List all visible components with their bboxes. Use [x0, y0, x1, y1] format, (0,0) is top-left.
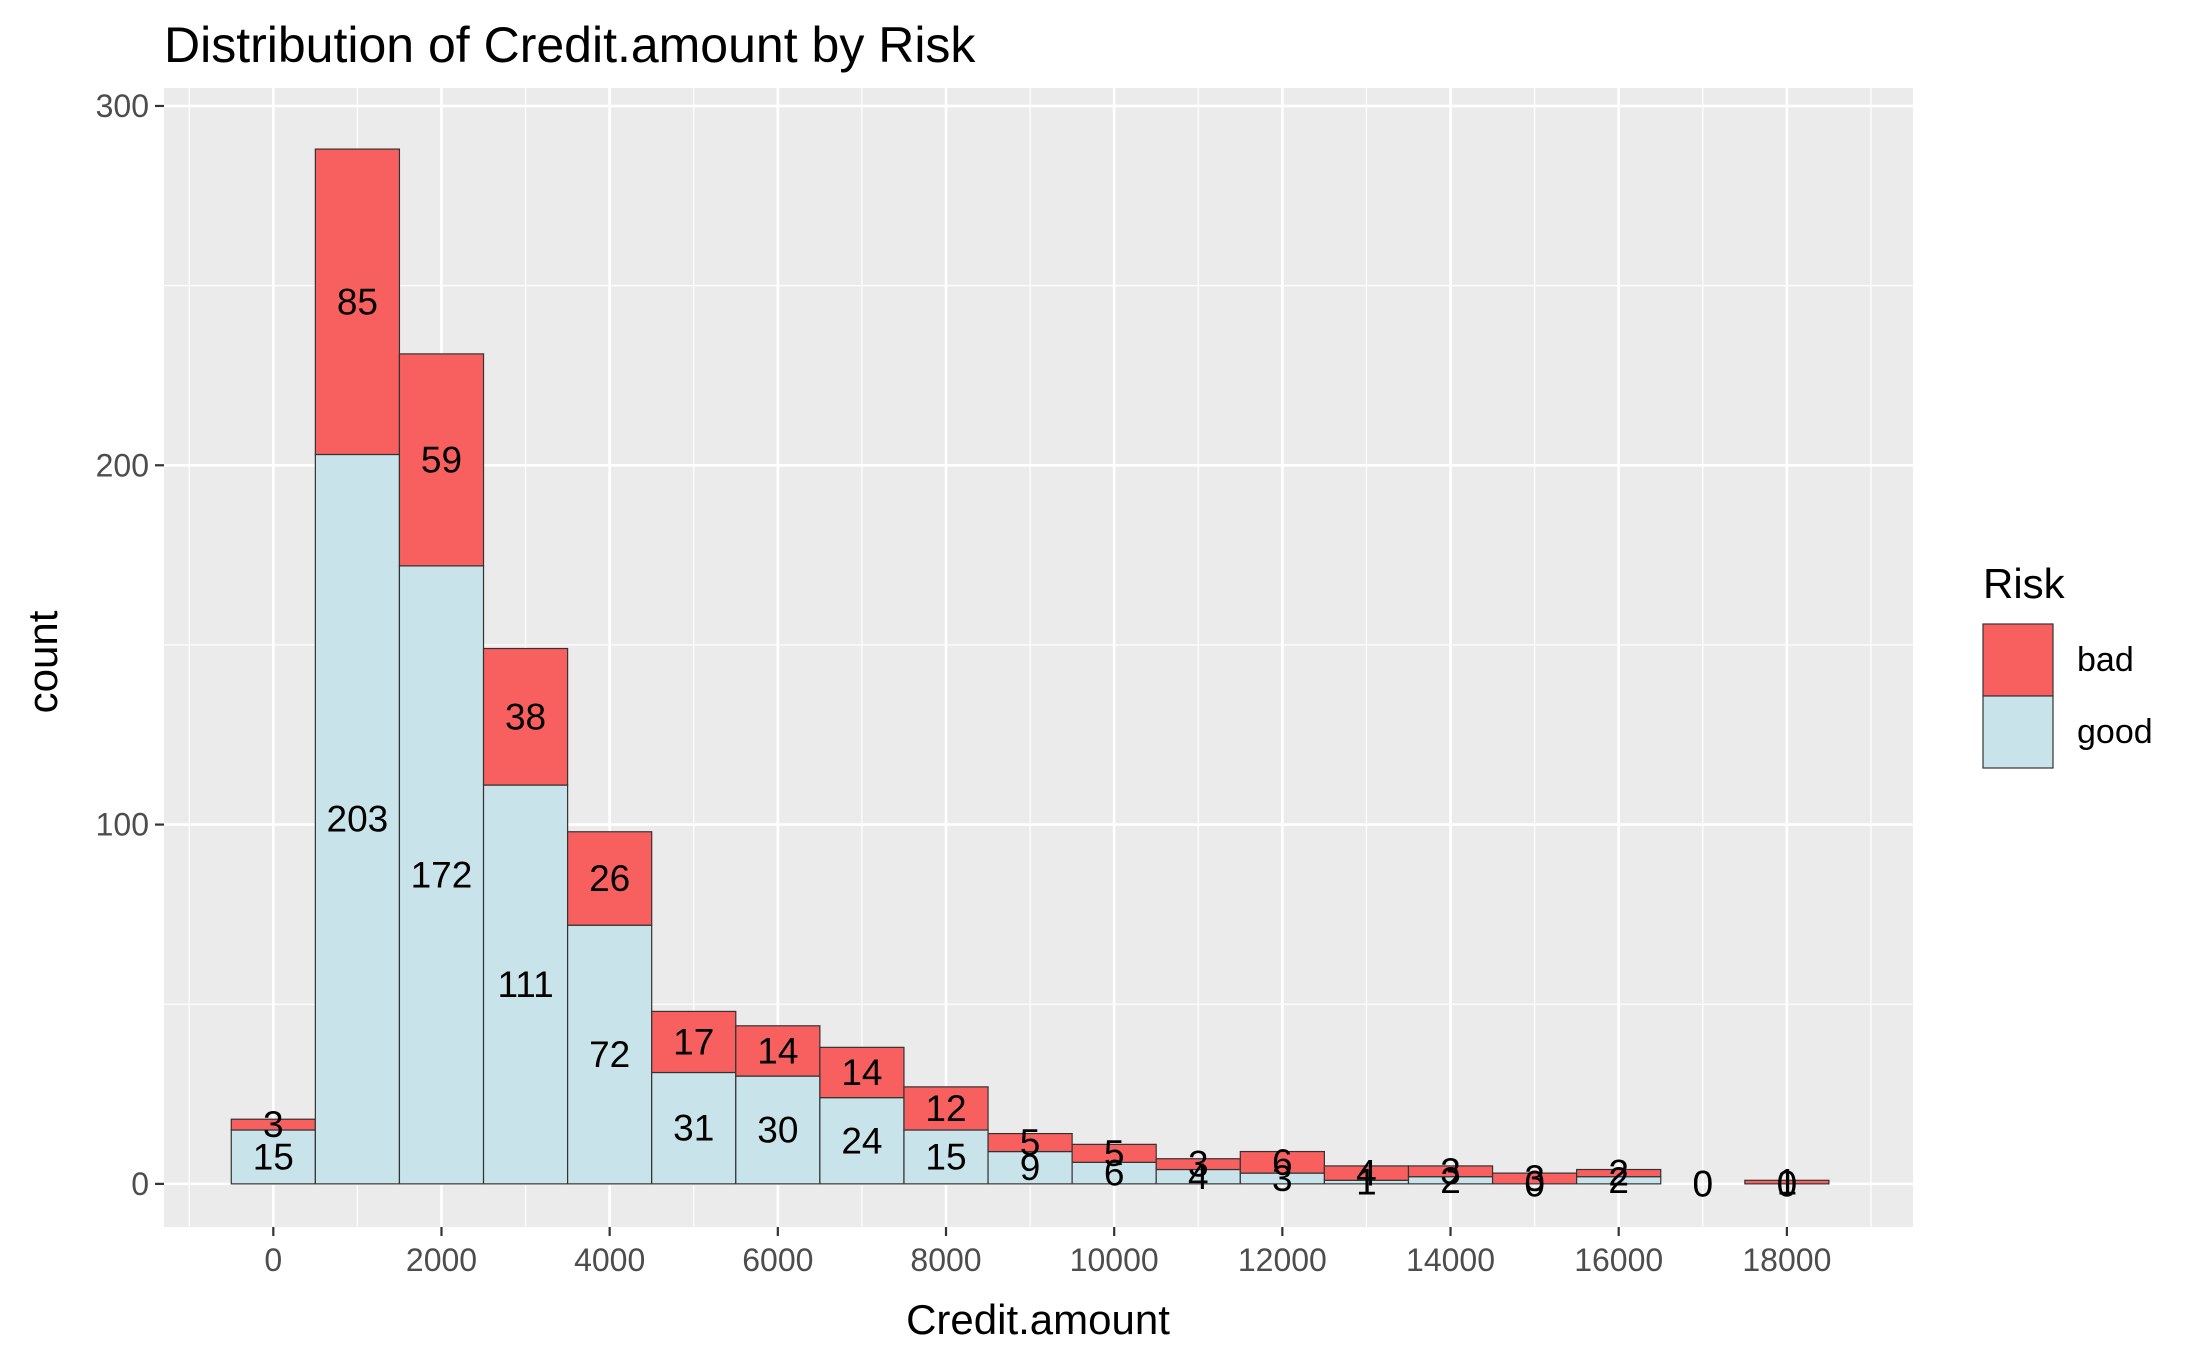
x-tick-label: 12000	[1238, 1242, 1327, 1278]
bar-label-bad: 0	[1692, 1163, 1713, 1204]
bar-bad	[1407, 1165, 1494, 1178]
bar-label-good: 2	[1440, 1160, 1461, 1201]
bar-label-good: 30	[757, 1109, 798, 1150]
bar-label-good: 172	[411, 854, 473, 895]
bar-good	[651, 1071, 737, 1185]
bar-label-bad: 12	[925, 1088, 966, 1129]
bar-bad	[482, 647, 569, 786]
bar-label-good: 1	[1356, 1162, 1377, 1203]
bar-label-good: 0	[1777, 1163, 1798, 1204]
legend-label-good: good	[2077, 713, 2153, 751]
bar-label-good: 24	[841, 1120, 882, 1161]
bar-bad	[735, 1025, 821, 1077]
x-tick-label: 6000	[742, 1242, 813, 1278]
bar-label-bad: 17	[673, 1021, 714, 1062]
bar-label-good: 3	[1272, 1158, 1293, 1199]
x-tick-label: 10000	[1070, 1242, 1159, 1278]
bar-label-bad: 2	[1608, 1153, 1629, 1194]
x-tick-label: 8000	[910, 1242, 981, 1278]
bar-good	[314, 453, 401, 1185]
y-tick-label: 300	[96, 88, 149, 124]
bar-label-bad: 5	[1104, 1133, 1125, 1174]
bar-bad	[314, 148, 401, 456]
bar-bad	[1576, 1168, 1662, 1178]
bar-label-good: 0	[1524, 1163, 1545, 1204]
bar-bad	[651, 1010, 737, 1074]
bar-label-bad: 85	[337, 281, 378, 322]
bars-layer	[230, 148, 1830, 1185]
bar-label-good: 0	[1692, 1163, 1713, 1204]
bar-label-bad: 3	[1440, 1151, 1461, 1192]
y-tick-label: 100	[96, 807, 149, 843]
bar-bad	[987, 1132, 1073, 1153]
x-tick-label: 2000	[406, 1242, 477, 1278]
chart-title: Distribution of Credit.amount by Risk	[164, 17, 976, 73]
x-tick-label: 4000	[574, 1242, 645, 1278]
x-tick-label: 16000	[1574, 1242, 1663, 1278]
legend-key-bad	[1982, 623, 2054, 697]
bar-good	[482, 784, 569, 1185]
bar-label-good: 9	[1020, 1147, 1041, 1188]
bar-label-good: 2	[1608, 1160, 1629, 1201]
legend-title: Risk	[1983, 560, 2066, 607]
legend: Risk bad good	[1982, 560, 2153, 769]
bar-labels-layer: 1532038517259111387226311730142414151295…	[253, 281, 1797, 1204]
x-axis: 0 2000 4000 6000 8000 10000 12000 14000 16000 180…	[264, 1227, 1831, 1278]
bar-label-good: 15	[253, 1136, 294, 1177]
bar-label-bad: 3	[1188, 1144, 1209, 1185]
bar-label-good: 31	[673, 1108, 714, 1149]
legend-key-good	[1982, 695, 2054, 769]
y-tick-label: 0	[131, 1166, 149, 1202]
bar-label-good: 111	[497, 964, 553, 1005]
x-tick-label: 14000	[1406, 1242, 1495, 1278]
bar-bad	[903, 1086, 989, 1131]
bar-label-bad: 6	[1272, 1142, 1293, 1183]
bar-label-bad: 38	[505, 696, 546, 737]
bar-label-good: 6	[1104, 1153, 1125, 1194]
y-tick-label: 200	[96, 447, 149, 483]
x-axis-title: Credit.amount	[906, 1296, 1170, 1343]
bar-label-bad: 1	[1777, 1162, 1798, 1203]
bar-label-bad: 4	[1356, 1153, 1377, 1194]
y-axis-title: count	[19, 610, 66, 713]
bar-bad	[567, 831, 653, 926]
bar-bad	[1071, 1143, 1157, 1163]
bar-label-bad: 3	[263, 1104, 284, 1145]
bar-good	[987, 1150, 1073, 1185]
y-axis: 0 100 200 300	[96, 88, 164, 1202]
x-tick-label: 18000	[1742, 1242, 1831, 1278]
bar-good	[567, 924, 653, 1185]
bar-label-bad: 3	[1524, 1158, 1545, 1199]
bar-bad	[819, 1046, 905, 1099]
bar-good	[230, 1129, 316, 1185]
bar-bad	[398, 353, 485, 567]
bar-label-bad: 5	[1020, 1122, 1041, 1163]
major-gridlines	[164, 88, 1913, 1227]
bar-label-bad: 14	[757, 1030, 798, 1071]
bar-label-bad: 59	[421, 439, 462, 480]
bar-label-good: 4	[1188, 1156, 1209, 1197]
bar-good	[398, 565, 485, 1185]
bar-label-good: 203	[327, 799, 389, 840]
bar-label-bad: 26	[589, 858, 630, 899]
bar-bad	[1239, 1150, 1325, 1174]
x-tick-label: 0	[264, 1242, 282, 1278]
bar-label-bad: 14	[841, 1052, 882, 1093]
bar-label-good: 15	[925, 1136, 966, 1177]
bar-label-good: 72	[589, 1034, 630, 1075]
bar-bad	[1744, 1179, 1830, 1185]
legend-label-bad: bad	[2077, 641, 2134, 679]
bar-good	[819, 1097, 905, 1185]
